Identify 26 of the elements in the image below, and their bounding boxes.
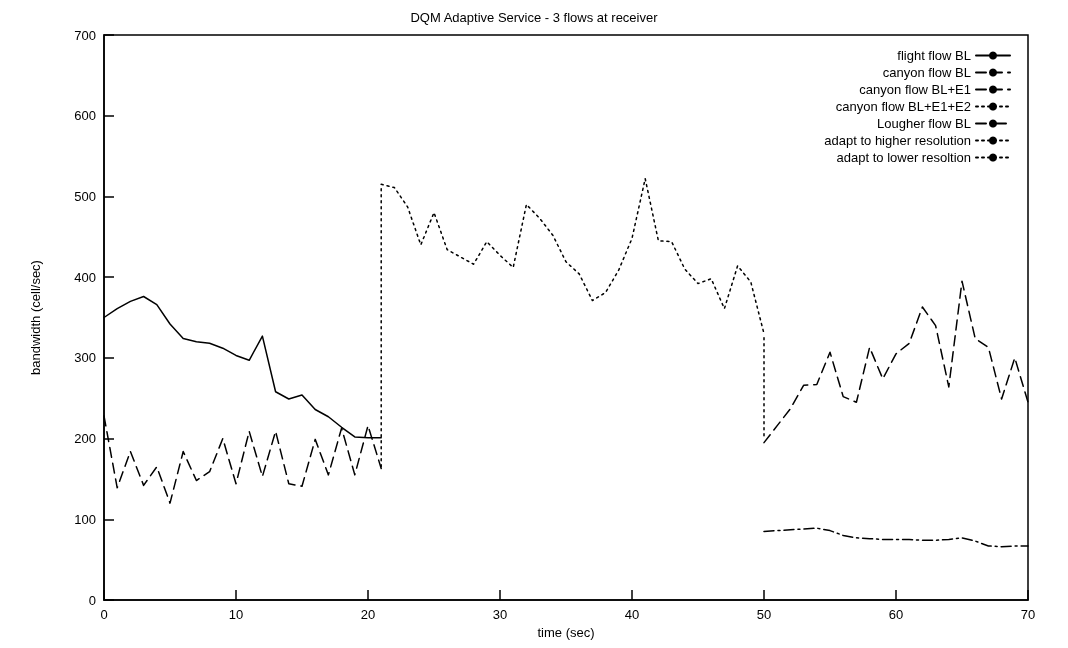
x-tick-label: 0 xyxy=(100,607,108,622)
y-tick-label: 500 xyxy=(74,188,96,204)
legend-label: canyon flow BL+E1+E2 xyxy=(835,99,971,114)
legend-label: flight flow BL xyxy=(897,48,971,63)
legend-label: Lougher flow BL xyxy=(877,116,971,131)
x-axis-title: time (sec) xyxy=(537,625,595,640)
x-tick-label: 50 xyxy=(756,607,772,622)
legend-label: adapt to lower resoltion xyxy=(836,150,971,165)
x-tick-label: 10 xyxy=(228,607,244,622)
legend-label: adapt to higher resolution xyxy=(824,133,971,148)
x-tick-label: 70 xyxy=(1020,607,1036,622)
y-tick-label: 700 xyxy=(74,27,96,43)
legend-label: canyon flow BL xyxy=(882,65,971,80)
y-tick-label: 0 xyxy=(88,592,96,608)
y-tick-label: 300 xyxy=(74,350,96,366)
y-tick-label: 600 xyxy=(74,108,96,124)
x-tick-label: 20 xyxy=(360,607,376,622)
y-tick-label: 200 xyxy=(74,431,96,447)
x-tick-label: 30 xyxy=(492,607,508,622)
y-tick-label: 100 xyxy=(74,511,96,527)
chart-title: DQM Adaptive Service - 3 flows at receiver xyxy=(410,10,659,25)
y-axis-title: bandwidth (cell/sec) xyxy=(28,260,43,375)
y-tick-label: 400 xyxy=(74,269,96,285)
legend-label: canyon flow BL+E1 xyxy=(859,82,971,97)
x-tick-label: 60 xyxy=(888,607,904,622)
x-tick-label: 40 xyxy=(624,607,640,622)
